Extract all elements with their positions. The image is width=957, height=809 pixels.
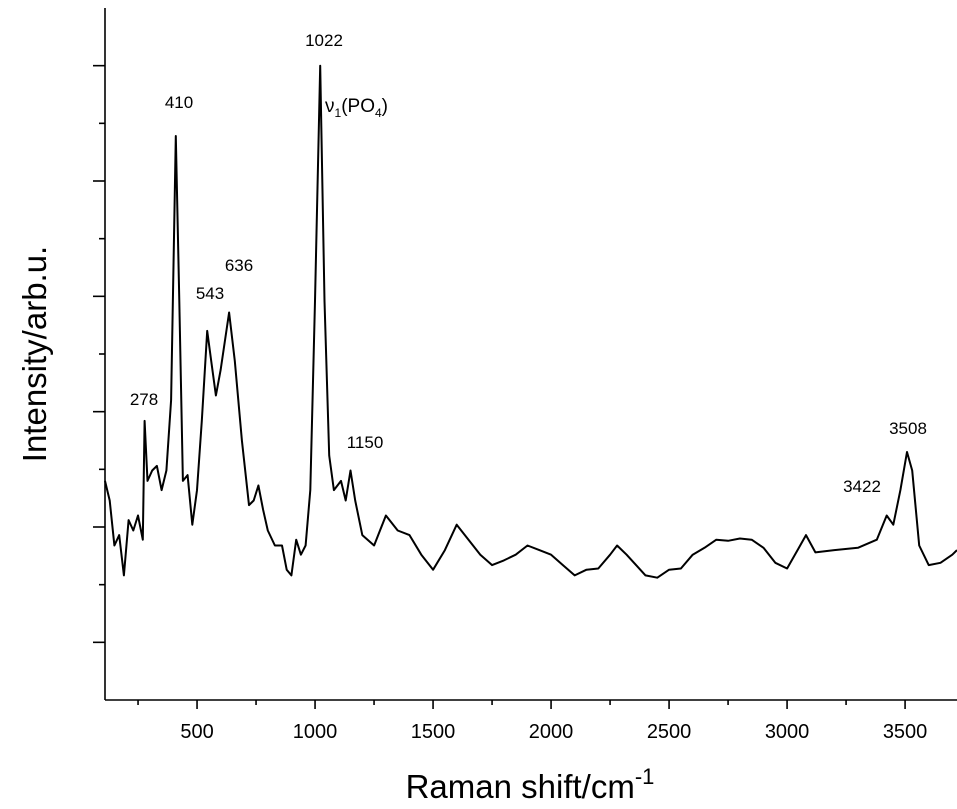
annotation-part: 1 [335,106,342,120]
x-label-text: Raman shift/cm [406,768,635,805]
annotation-part: ν [325,96,335,117]
annotation: 3508 [889,419,927,438]
x-tick-label: 1000 [293,721,338,743]
annotation: 1150 [347,433,384,452]
x-tick-label: 3500 [883,721,928,743]
x-tick-label: 2500 [647,721,692,743]
x-label-sup: -1 [635,764,655,789]
annotation: 1022 [305,31,343,50]
annotation: 410 [165,93,193,112]
annotation: 278 [130,390,158,409]
annotation-part: (PO [341,96,375,117]
x-tick-label: 1500 [411,721,456,743]
annotation: 636 [225,256,253,275]
annotation: 543 [196,284,224,303]
x-tick-label: 500 [180,721,213,743]
annotation: ν1(PO4) [325,96,388,120]
spectrum-line [104,64,957,579]
x-axis-label: Raman shift/cm-1 [406,764,655,805]
annotation-part: 4 [375,106,382,120]
annotation-part: ) [382,96,388,117]
annotation: 3422 [843,477,881,496]
y-axis-label: Intensity/arb.u. [16,246,53,462]
x-tick-label: 3000 [765,721,810,743]
x-tick-label: 2000 [529,721,574,743]
